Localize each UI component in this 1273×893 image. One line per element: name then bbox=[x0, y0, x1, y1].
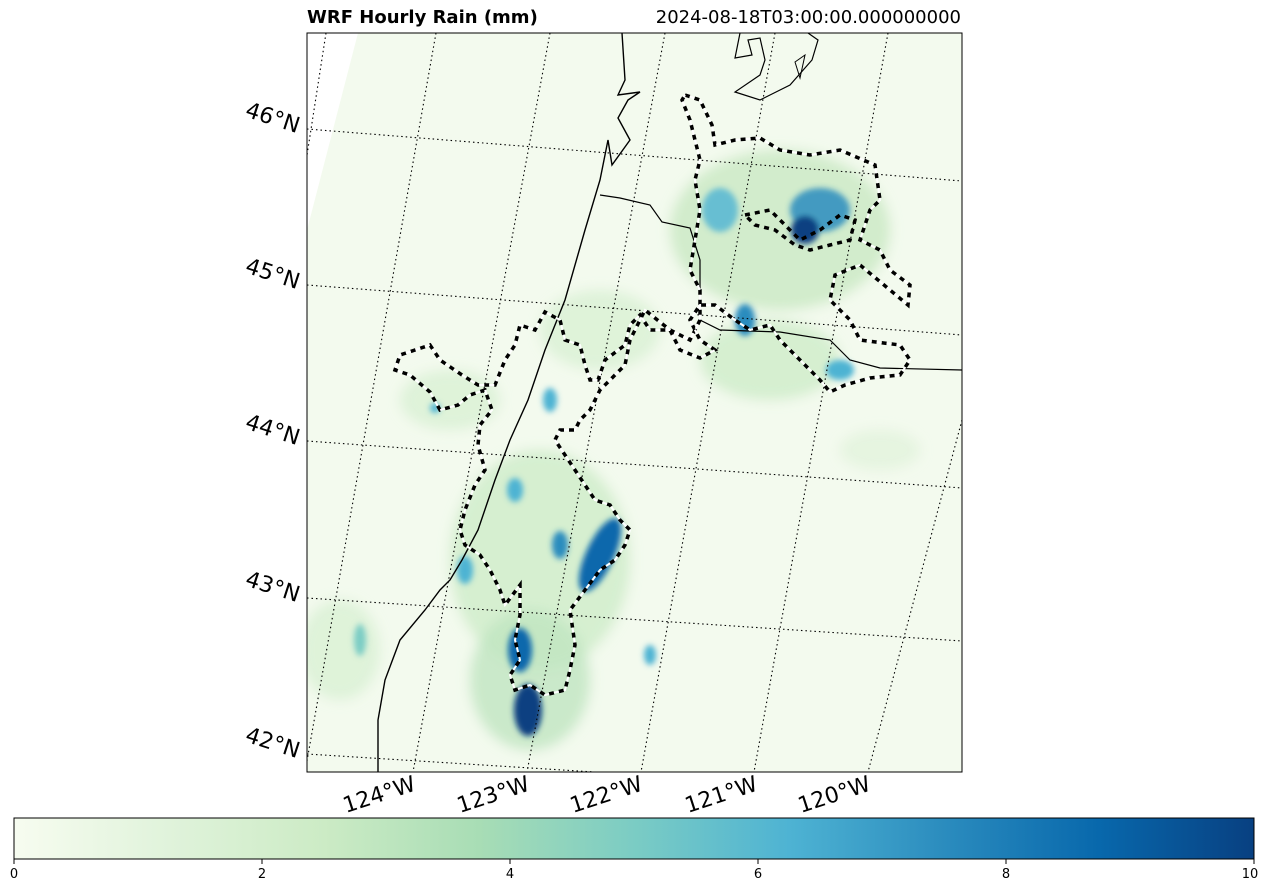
map-frame bbox=[306, 32, 963, 773]
region-outline-inner bbox=[741, 208, 858, 252]
region-outline-dark bbox=[392, 92, 913, 697]
coastline bbox=[377, 33, 641, 772]
colorbar-tick-10: 10 bbox=[1241, 867, 1259, 882]
colorbar-tick-0: 0 bbox=[9, 867, 19, 882]
colorbar-tick-8: 8 bbox=[1001, 867, 1011, 882]
map-title: WRF Hourly Rain (mm) bbox=[307, 7, 538, 28]
rain-cores bbox=[354, 188, 854, 736]
colorbar-tick-6: 6 bbox=[753, 867, 763, 882]
sound-outline bbox=[733, 33, 819, 101]
map-timestamp: 2024-08-18T03:00:00.000000000 bbox=[655, 7, 961, 28]
colorbar-tick-4: 4 bbox=[505, 867, 515, 882]
lon-gridlines bbox=[307, 33, 962, 772]
colorbar-ticks bbox=[13, 859, 1255, 864]
colorbar-tick-2: 2 bbox=[257, 867, 267, 882]
colorbar bbox=[13, 817, 1255, 860]
map-plot-area bbox=[307, 33, 962, 772]
lat-gridlines bbox=[307, 128, 962, 772]
